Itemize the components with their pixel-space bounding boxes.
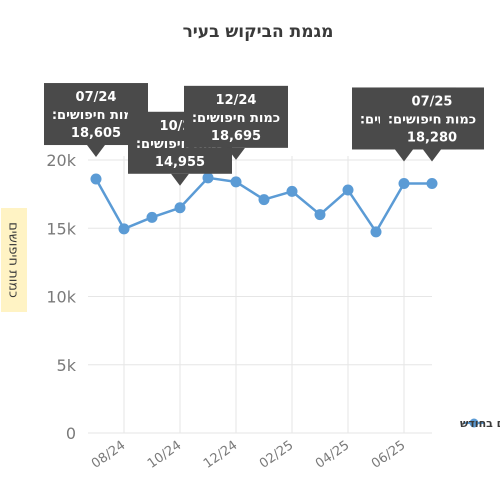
y-tick-label: 5k xyxy=(57,356,77,375)
x-tick-label: 04/25 xyxy=(313,438,352,472)
callout-pointer xyxy=(395,149,413,162)
x-tick-label: 10/24 xyxy=(145,438,184,472)
data-point[interactable] xyxy=(398,177,410,189)
data-point[interactable] xyxy=(230,176,242,188)
y-tick-label: 15k xyxy=(46,219,76,238)
data-point[interactable] xyxy=(426,177,438,189)
data-point[interactable] xyxy=(286,185,298,197)
y-axis-label-text: כמות חיפושים xyxy=(6,222,21,298)
callout-label: כמות חיפושים: xyxy=(388,112,476,127)
callout-month: 12/24 xyxy=(216,93,257,108)
x-tick-label: 06/25 xyxy=(369,438,408,472)
callout-label: כמות חיפושים: xyxy=(52,108,140,123)
x-tick-label: 08/24 xyxy=(89,438,128,472)
data-point[interactable] xyxy=(342,184,354,196)
callout-value: 18,605 xyxy=(71,126,121,141)
callout-pointer xyxy=(87,145,105,158)
legend-marker-icon xyxy=(469,418,479,428)
data-point[interactable] xyxy=(370,226,382,238)
callout-value: 18,280 xyxy=(407,130,457,145)
y-axis-label: כמות חיפושים xyxy=(1,208,27,312)
legend[interactable]: חיפושים בחודש xyxy=(460,417,500,430)
x-axis-ticks: 08/24 10/24 12/24 02/25 04/25 06/25 xyxy=(89,438,408,472)
y-axis-label-background xyxy=(1,208,27,312)
callout-pointer xyxy=(171,173,189,186)
callout-label: כמות חיפושים: xyxy=(192,111,280,126)
callout: 07/25 כמות חיפושים: 18,280 xyxy=(380,87,484,162)
y-tick-label: 10k xyxy=(46,288,76,307)
y-axis-ticks: 0 5k 10k 15k 20k xyxy=(46,151,76,443)
callout-month: 07/24 xyxy=(76,90,117,105)
callout-value: 14,955 xyxy=(155,155,205,170)
callout-pointer xyxy=(227,147,245,160)
y-tick-label: 20k xyxy=(46,151,76,170)
grid-lines xyxy=(88,156,432,434)
data-point[interactable] xyxy=(118,223,130,235)
data-point[interactable] xyxy=(314,209,326,221)
callout-box xyxy=(380,87,484,150)
data-point[interactable] xyxy=(146,211,158,223)
data-point[interactable] xyxy=(90,173,102,185)
chart-title: מגמת הביקוש בעיר xyxy=(183,22,334,42)
x-tick-label: 02/25 xyxy=(257,438,296,472)
callout-value: 18,695 xyxy=(211,129,261,144)
data-point[interactable] xyxy=(174,202,186,214)
callout: 12/24 כמות חיפושים: 18,695 xyxy=(184,85,288,160)
legend-label: חיפושים בחודש xyxy=(460,417,500,430)
y-tick-label: 0 xyxy=(66,424,76,443)
x-tick-label: 12/24 xyxy=(201,438,240,472)
callout-box xyxy=(184,85,288,148)
callout-pointer xyxy=(423,149,441,162)
series-layer xyxy=(90,172,438,238)
data-point[interactable] xyxy=(202,172,214,184)
data-point[interactable] xyxy=(258,194,270,206)
callout-month: 07/25 xyxy=(412,94,453,109)
